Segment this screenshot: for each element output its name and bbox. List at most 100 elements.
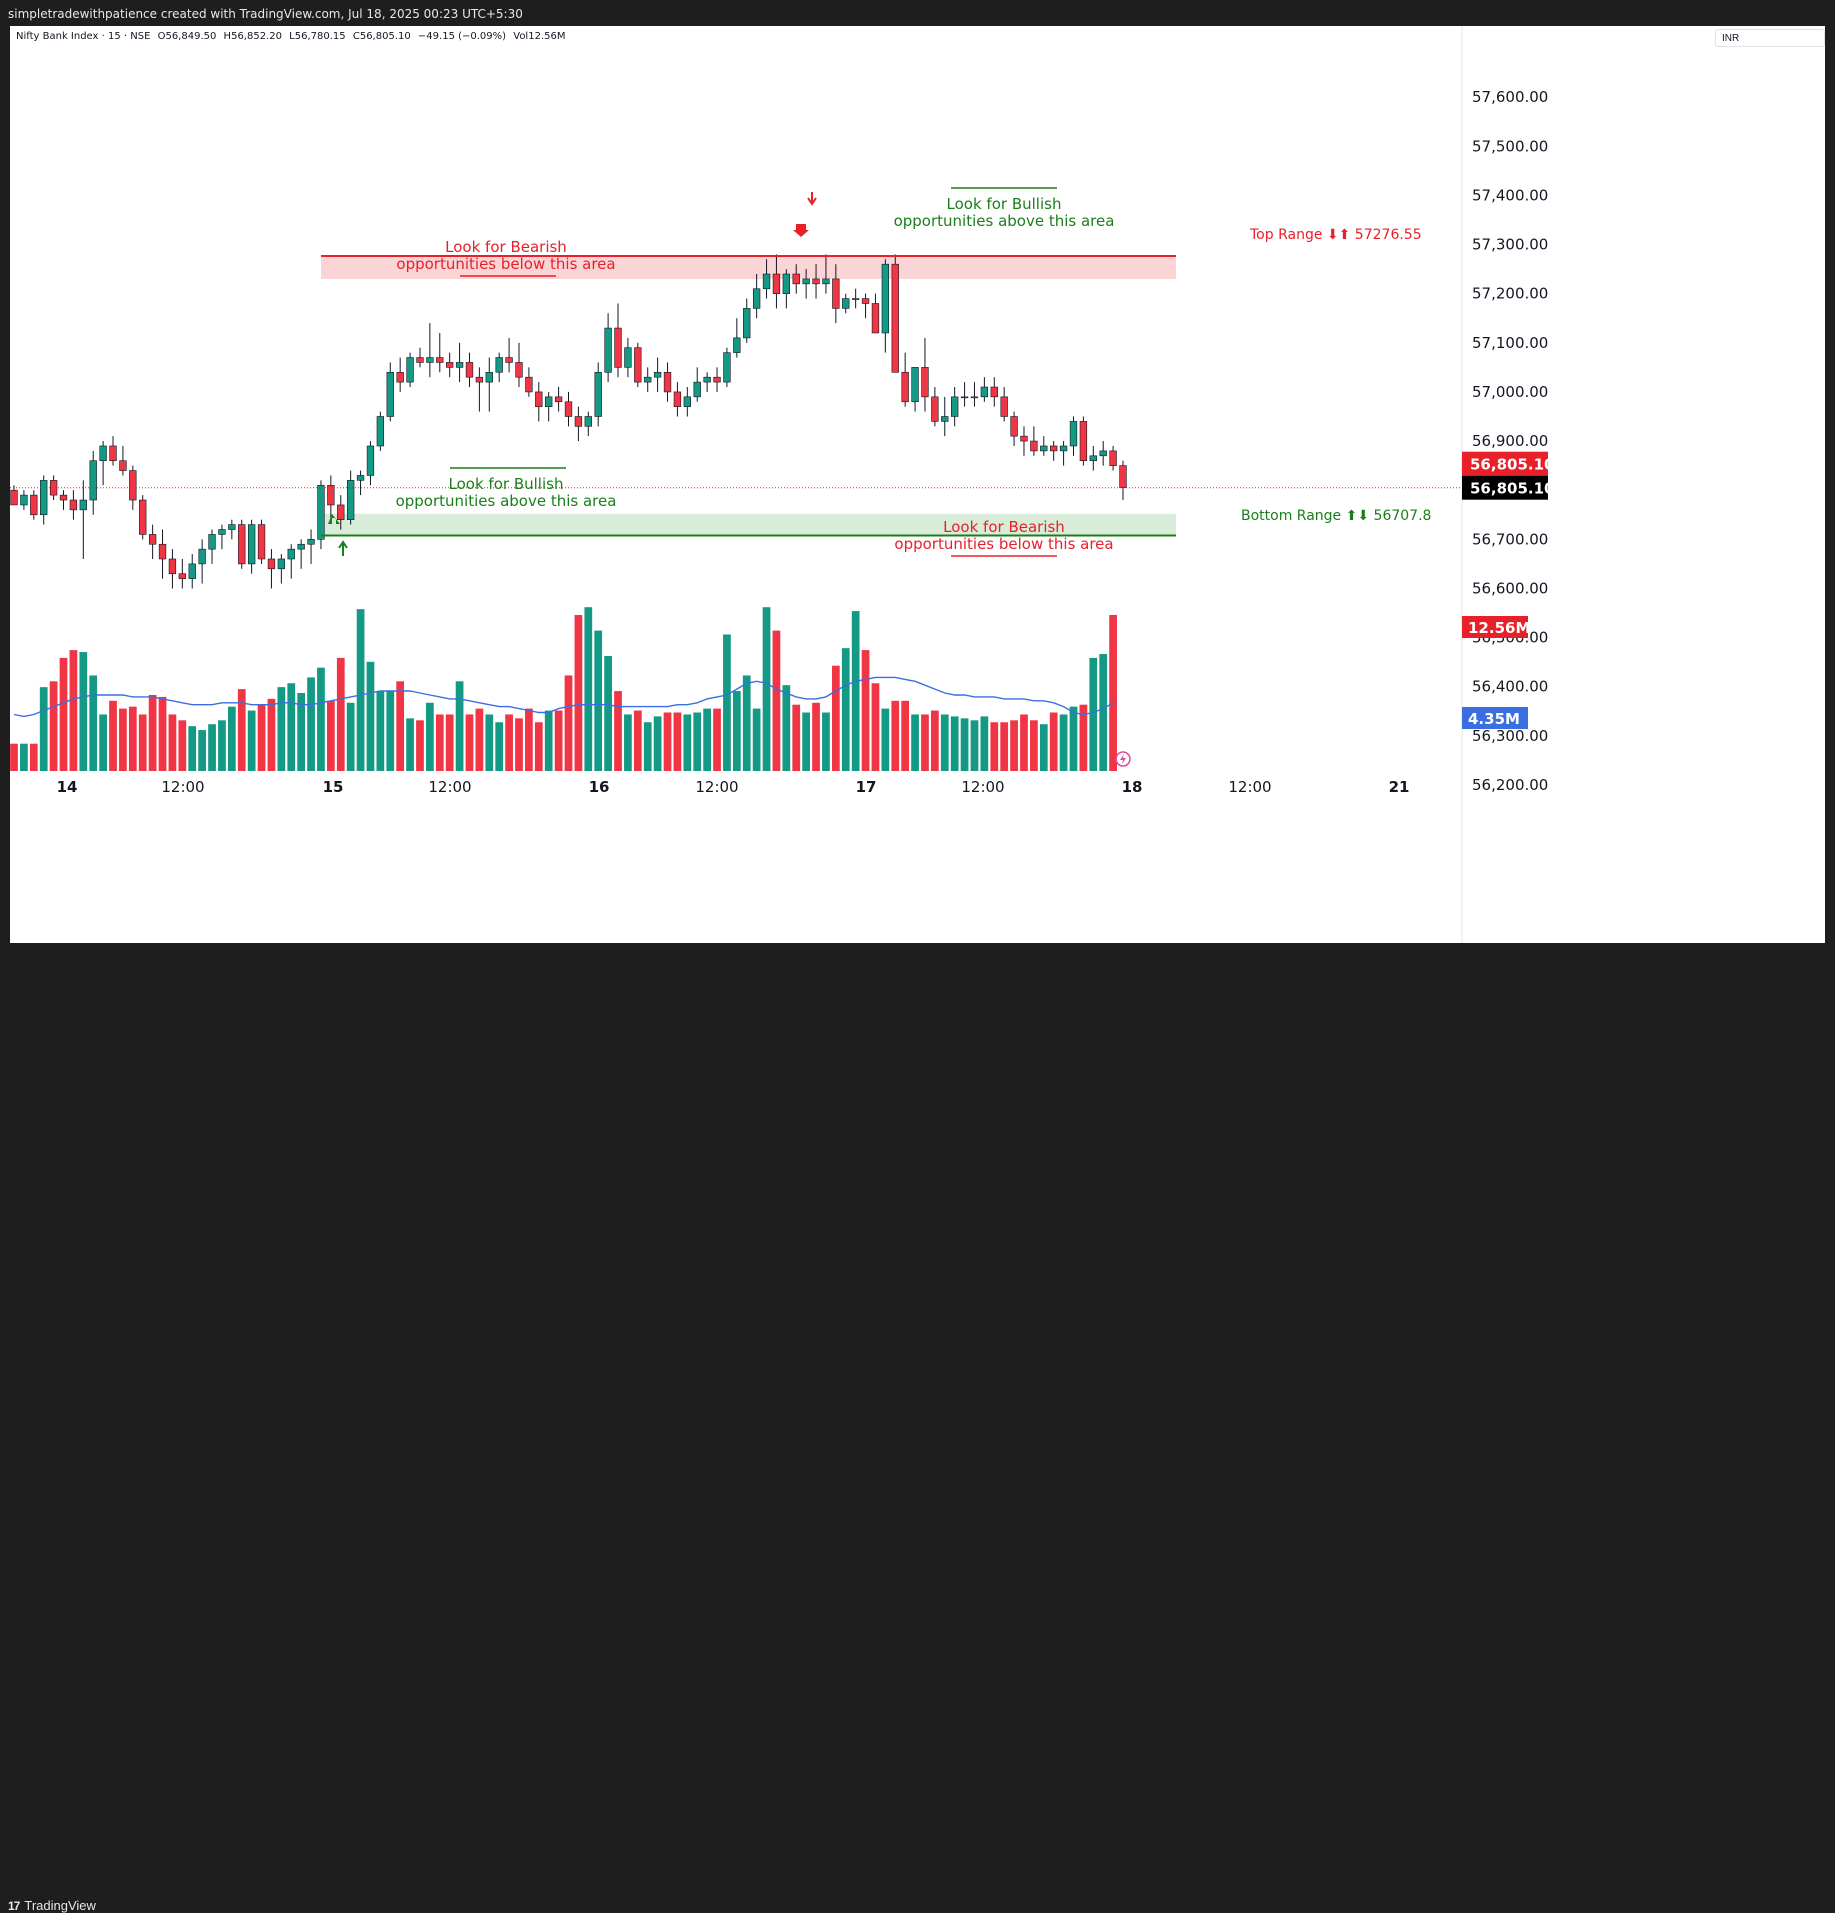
candle-body (762, 273, 771, 290)
candle (842, 293, 850, 314)
price-tick-label: 56,700.00 (1472, 530, 1548, 548)
bearish-note-2-line1: Look for Bearish (943, 518, 1065, 536)
candle (465, 352, 474, 388)
candle (1040, 436, 1048, 456)
candle (703, 372, 711, 392)
volume-bar (99, 714, 107, 771)
candle (1020, 426, 1028, 456)
volume-bar (594, 630, 603, 771)
sell-marker-icon (793, 224, 809, 237)
candle (168, 549, 177, 589)
volume-bar (881, 708, 890, 771)
close-value: 56,805.10 (359, 31, 411, 42)
candle (960, 382, 969, 407)
volume-bar (1020, 714, 1028, 771)
candle (446, 352, 454, 378)
candle-body (406, 357, 414, 383)
candle-body (515, 362, 523, 378)
price-tick-label: 57,200.00 (1472, 285, 1548, 303)
low-value: 56,780.15 (294, 31, 346, 42)
candle-body (792, 273, 800, 285)
close-price-badge-text: 56,805.10 (1470, 480, 1554, 498)
candle-body (535, 391, 543, 407)
candle (693, 367, 701, 402)
candle (455, 342, 464, 383)
candle (228, 519, 236, 540)
price-axis[interactable]: 57,600.00 57,500.00 57,400.00 57,300.00 57,2… (10, 26, 1825, 943)
title-bar: simpletradewithpatience created with Tra… (0, 0, 1835, 26)
candle-body (139, 499, 147, 535)
currency-label: INR (1722, 33, 1740, 44)
volume-bar (554, 710, 563, 771)
candle-body (297, 543, 305, 550)
candle (683, 387, 691, 417)
candle-body (921, 367, 929, 398)
volume-bar (950, 716, 959, 771)
candle-body (99, 445, 107, 462)
tradingview-logo[interactable]: 17 TradingView (8, 1898, 96, 1913)
candle (485, 357, 493, 412)
volume-bar (940, 714, 949, 771)
volume-bar (970, 720, 979, 771)
candle-body (1040, 445, 1048, 452)
volume-bar (336, 657, 345, 771)
candle-body (356, 475, 365, 481)
volume-bar (237, 689, 246, 771)
candle (198, 539, 206, 584)
candle (792, 264, 800, 294)
candle-body (69, 499, 78, 511)
candle-body (446, 362, 454, 368)
candle-body (218, 529, 226, 535)
volume-bar (39, 687, 48, 771)
currency-button[interactable]: INR (1715, 29, 1825, 47)
candle (752, 274, 761, 319)
candle (247, 519, 256, 574)
close-price-badge (1462, 475, 1548, 500)
candle-body (525, 376, 533, 393)
chart-panel[interactable]: Look for Bearish opportunities below this… (10, 26, 1825, 943)
candle-body (683, 396, 691, 407)
candle-body (148, 534, 157, 545)
candle (148, 524, 157, 559)
candle (901, 352, 909, 407)
candle (208, 529, 216, 564)
volume-bar (168, 714, 177, 771)
candle-body (713, 376, 721, 383)
volume-bar (158, 696, 167, 771)
candle-body (178, 573, 186, 579)
volume-bar (386, 691, 395, 771)
candle-body (465, 362, 474, 378)
bullish-note-2-line1: Look for Bullish (947, 195, 1062, 213)
candle-body (1109, 450, 1117, 466)
open-value: 56,849.50 (165, 31, 217, 42)
candle-body (267, 558, 276, 570)
candle (505, 337, 513, 373)
candle (733, 318, 741, 358)
candle-body (584, 416, 592, 427)
candle (188, 554, 196, 589)
candle (1059, 441, 1068, 466)
candle (1119, 460, 1127, 501)
volume-bar (376, 691, 385, 771)
lightning-icon[interactable] (1115, 751, 1131, 767)
volume-bar (346, 702, 355, 771)
candle-body (1059, 445, 1068, 452)
candle-body (663, 371, 672, 393)
candle (564, 391, 573, 427)
candle (238, 519, 246, 569)
candle-body (1089, 455, 1097, 462)
candle-body (485, 371, 493, 383)
volume-bar (703, 708, 711, 771)
last-price-badge-text: 56,805.10 (1470, 456, 1554, 474)
candle (970, 382, 979, 407)
candle-body (1079, 421, 1088, 462)
candle-body (1000, 396, 1008, 417)
candle (1089, 445, 1097, 471)
time-axis[interactable]: 14 12:00 15 12:00 16 12:00 17 12:00 18 12:00 21 (57, 751, 1410, 796)
candle (921, 337, 929, 412)
candle-body (782, 273, 791, 294)
vol-label: Vol (513, 31, 529, 42)
candle (267, 549, 276, 589)
time-tick-label: 12:00 (161, 778, 204, 796)
